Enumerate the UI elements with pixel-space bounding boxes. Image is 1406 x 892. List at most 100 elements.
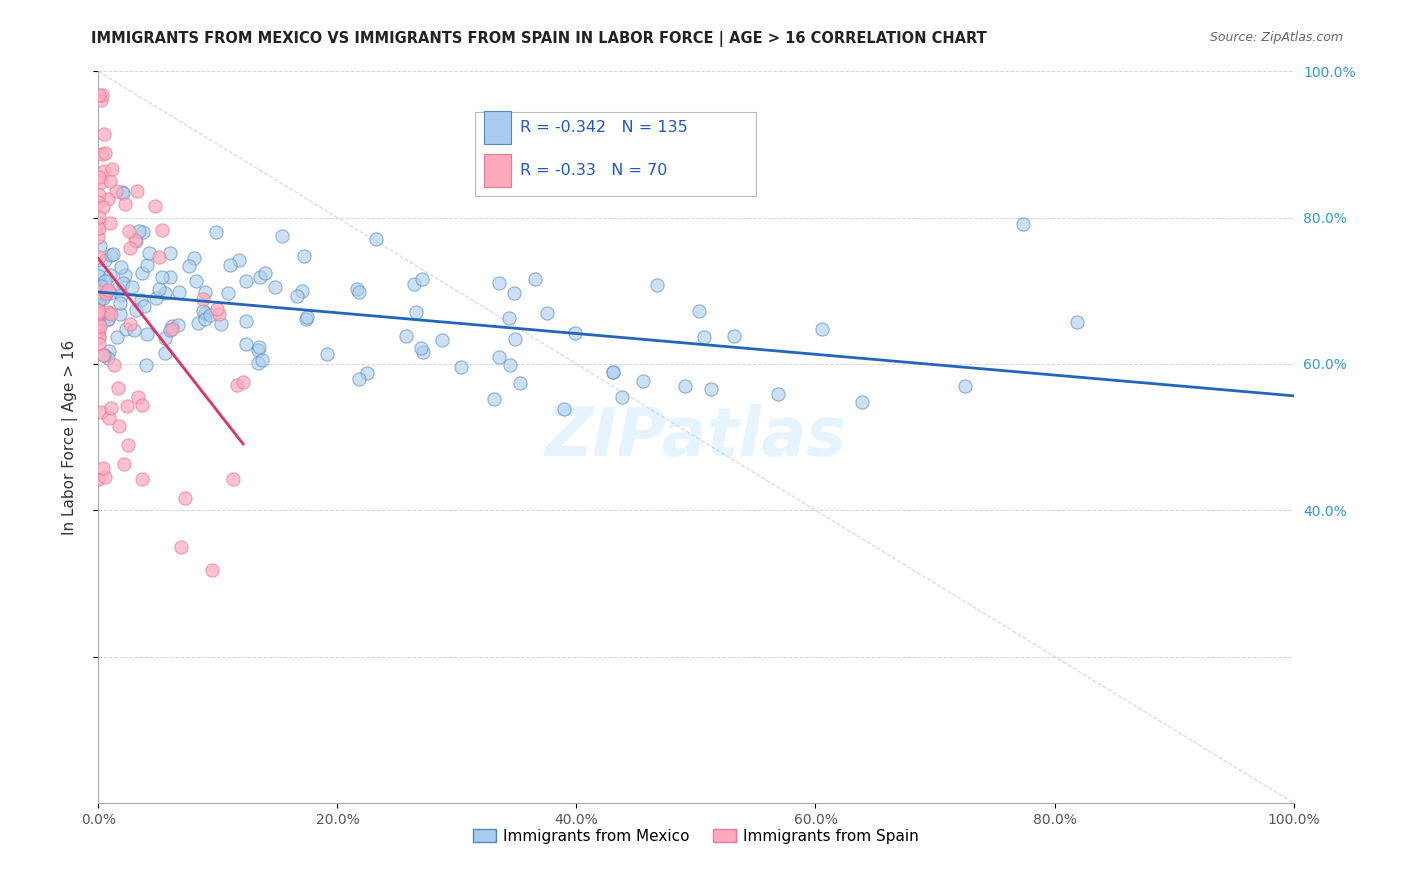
Point bbox=[87, 220, 110, 235]
Bar bbox=[485, 153, 510, 186]
Point bbox=[87, 323, 110, 337]
Point bbox=[104, 184, 127, 198]
Point bbox=[395, 329, 418, 343]
Point bbox=[155, 285, 177, 300]
Point bbox=[953, 379, 976, 393]
Point bbox=[90, 279, 112, 293]
Point bbox=[87, 87, 110, 102]
Point bbox=[159, 270, 181, 285]
Point bbox=[114, 197, 136, 211]
Point bbox=[98, 410, 121, 425]
Point bbox=[602, 365, 624, 379]
Point bbox=[87, 50, 110, 64]
Point bbox=[167, 285, 190, 299]
Point bbox=[366, 232, 388, 246]
Point bbox=[553, 401, 575, 416]
Point bbox=[405, 305, 427, 319]
Point bbox=[766, 386, 789, 401]
Text: IMMIGRANTS FROM MEXICO VS IMMIGRANTS FROM SPAIN IN LABOR FORCE | AGE > 16 CORREL: IMMIGRANTS FROM MEXICO VS IMMIGRANTS FRO… bbox=[91, 31, 987, 47]
Point bbox=[93, 274, 115, 288]
Point bbox=[91, 146, 114, 161]
Point bbox=[91, 460, 114, 475]
Point bbox=[112, 186, 135, 201]
Point bbox=[131, 266, 153, 280]
Point bbox=[488, 350, 510, 364]
Point bbox=[356, 366, 378, 380]
Point bbox=[101, 247, 124, 261]
Point bbox=[100, 401, 122, 416]
Point bbox=[98, 286, 121, 301]
Point bbox=[87, 289, 110, 303]
Point bbox=[110, 288, 132, 302]
Point bbox=[94, 285, 117, 300]
Point bbox=[100, 248, 122, 262]
Point bbox=[98, 216, 121, 230]
Point bbox=[503, 285, 526, 300]
Text: R = -0.342   N = 135: R = -0.342 N = 135 bbox=[520, 120, 688, 136]
Point bbox=[153, 331, 176, 345]
Point bbox=[108, 419, 131, 434]
Point bbox=[93, 164, 115, 178]
Point bbox=[101, 162, 124, 177]
Point bbox=[150, 269, 173, 284]
Point bbox=[87, 268, 110, 283]
Point bbox=[191, 292, 214, 306]
Point bbox=[177, 259, 200, 273]
Point bbox=[87, 293, 110, 308]
Point bbox=[291, 284, 314, 298]
Text: R = -0.33   N = 70: R = -0.33 N = 70 bbox=[520, 162, 668, 178]
Point bbox=[194, 285, 217, 299]
Point bbox=[128, 224, 150, 238]
Point bbox=[633, 374, 655, 388]
Point bbox=[122, 323, 145, 337]
Point bbox=[198, 308, 221, 322]
Point bbox=[97, 312, 120, 326]
Point bbox=[645, 277, 668, 292]
Point bbox=[222, 472, 245, 486]
Point bbox=[87, 330, 110, 344]
Point bbox=[349, 371, 371, 385]
Point bbox=[89, 303, 111, 318]
Point bbox=[111, 185, 134, 199]
Text: ZIPatlas: ZIPatlas bbox=[546, 404, 846, 470]
Point bbox=[89, 285, 111, 300]
Y-axis label: In Labor Force | Age > 16: In Labor Force | Age > 16 bbox=[62, 340, 77, 534]
Point bbox=[851, 395, 873, 409]
Point bbox=[564, 326, 586, 341]
Point bbox=[124, 233, 146, 247]
Point bbox=[87, 306, 110, 320]
Point bbox=[90, 93, 112, 107]
Point bbox=[135, 258, 157, 272]
Point bbox=[108, 295, 131, 310]
Point bbox=[450, 359, 472, 374]
Point bbox=[87, 281, 110, 295]
Point bbox=[523, 272, 546, 286]
Point bbox=[148, 282, 170, 296]
Point bbox=[89, 308, 111, 322]
Point bbox=[247, 340, 270, 354]
Point bbox=[232, 375, 254, 389]
Point bbox=[246, 343, 269, 358]
Point bbox=[143, 199, 166, 213]
Point bbox=[292, 249, 315, 263]
Point bbox=[93, 291, 115, 305]
Point bbox=[295, 312, 318, 326]
Point bbox=[499, 358, 522, 372]
Point bbox=[87, 187, 110, 202]
Point bbox=[263, 280, 285, 294]
Bar bbox=[485, 112, 510, 145]
Point bbox=[89, 239, 111, 253]
Point bbox=[235, 337, 257, 351]
Point bbox=[145, 292, 167, 306]
Point bbox=[174, 491, 197, 505]
Point bbox=[602, 365, 624, 379]
Point bbox=[132, 299, 155, 313]
Point bbox=[194, 305, 217, 319]
Point bbox=[167, 318, 190, 333]
Point bbox=[91, 200, 114, 214]
Point bbox=[89, 216, 111, 230]
Point bbox=[97, 305, 120, 319]
Point bbox=[205, 302, 228, 317]
Point bbox=[285, 289, 308, 303]
Point bbox=[235, 314, 257, 328]
